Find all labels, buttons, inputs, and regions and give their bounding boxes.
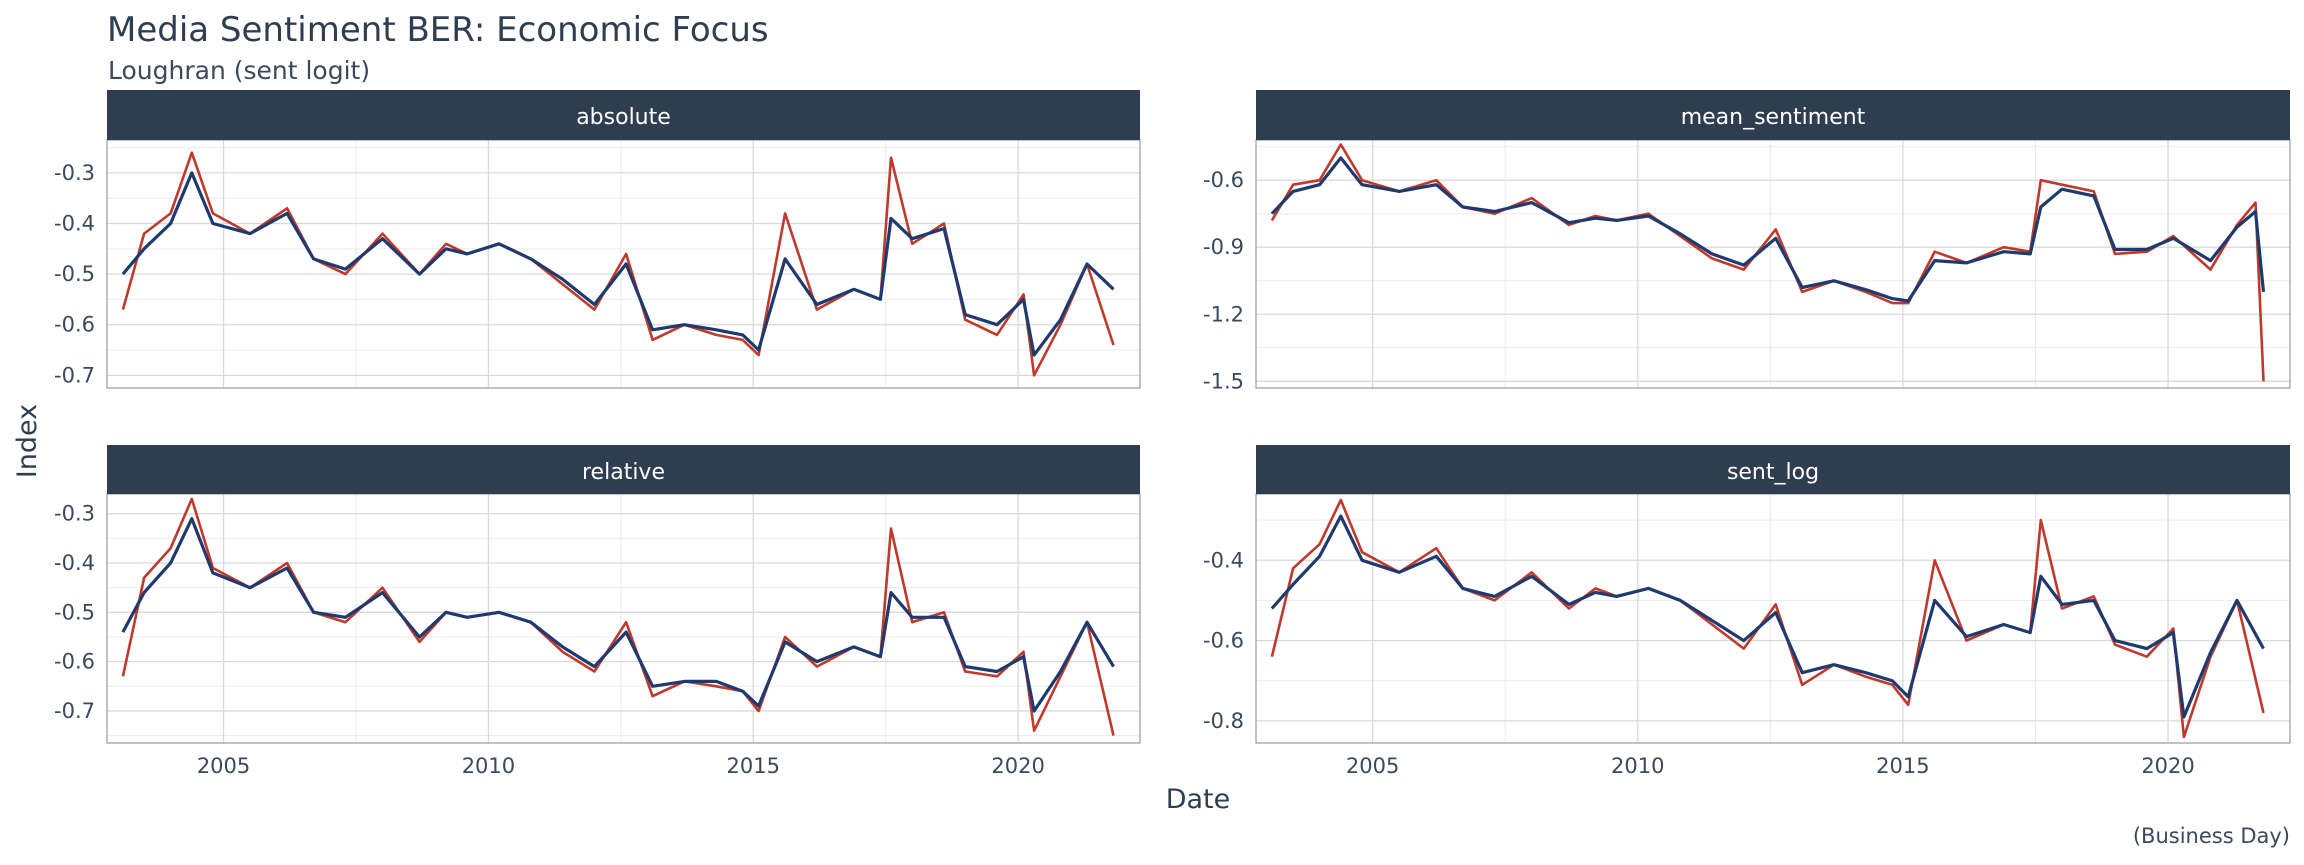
panel-relative-x-tick-label: 2010 xyxy=(462,754,515,778)
panel-mean-sentiment-strip xyxy=(1256,90,2290,140)
panel-absolute-strip xyxy=(107,90,1140,140)
panel-relative-series-1-line xyxy=(121,497,1115,736)
panel-sent-log-x-tick-label: 2020 xyxy=(2141,754,2194,778)
chart-subtitle: Loughran (sent logit) xyxy=(108,56,371,85)
panel-sent-log-y-tick-label: -0.8 xyxy=(1203,709,1244,733)
panel-absolute-strip-label: absolute xyxy=(576,105,671,130)
panel-mean-sentiment-y-tick-label: -1.2 xyxy=(1203,302,1244,326)
panel-mean-sentiment-series-2-line xyxy=(1270,156,2266,303)
panel-sent-log-x-tick-label: 2015 xyxy=(1876,754,1929,778)
panel-absolute-y-tick-label: -0.5 xyxy=(54,262,95,286)
panel-mean-sentiment-background xyxy=(1256,140,2290,388)
panel-relative-y-tick-label: -0.5 xyxy=(54,600,95,624)
panel-absolute-background xyxy=(107,140,1140,388)
panel-relative-y-tick-label: -0.4 xyxy=(54,551,95,575)
panel-relative-x-tick-label: 2005 xyxy=(197,754,250,778)
panel-sent-log-series-1-line xyxy=(1270,498,2265,739)
panel-relative-x-tick-label: 2015 xyxy=(727,754,780,778)
chart-title: Media Sentiment BER: Economic Focus xyxy=(107,10,769,50)
x-axis-title: Date xyxy=(1166,784,1231,815)
panel-sent-log-x-tick-label: 2005 xyxy=(1346,754,1399,778)
panel-relative-strip xyxy=(107,445,1140,494)
panel-relative-y-tick-label: -0.3 xyxy=(54,502,95,526)
panel-absolute-y-tick-label: -0.6 xyxy=(54,313,95,337)
chart-caption: (Business Day) xyxy=(2132,824,2290,848)
panel-sent-log-strip xyxy=(1256,445,2290,494)
panel-sent-log-x-tick-label: 2010 xyxy=(1611,754,1664,778)
panel-absolute-series-2-line xyxy=(121,171,1115,357)
panel-relative-series-2-line xyxy=(121,517,1115,713)
panel-relative-x-tick-label: 2020 xyxy=(991,754,1044,778)
panel-mean-sentiment-strip-label: mean_sentiment xyxy=(1681,105,1866,130)
panel-relative-y-tick-label: -0.7 xyxy=(54,699,95,723)
panel-mean-sentiment-y-tick-label: -0.6 xyxy=(1203,168,1244,192)
panel-sent-log-y-tick-label: -0.6 xyxy=(1203,629,1244,653)
panel-mean-sentiment-y-tick-label: -0.9 xyxy=(1203,235,1244,259)
panel-relative-background xyxy=(107,494,1140,743)
panel-sent-log-series-2-line xyxy=(1270,514,2265,719)
panel-absolute-series-1-line xyxy=(121,151,1115,377)
panel-sent-log-background xyxy=(1256,494,2290,743)
panel-absolute-y-tick-label: -0.7 xyxy=(54,363,95,387)
panel-mean-sentiment-y-tick-label: -1.5 xyxy=(1203,369,1244,393)
panel-sent-log-y-tick-label: -0.4 xyxy=(1203,548,1244,572)
panel-sent-log-strip-label: sent_log xyxy=(1727,460,1819,485)
panel-absolute-y-tick-label: -0.3 xyxy=(54,161,95,185)
panel-relative-y-tick-label: -0.6 xyxy=(54,650,95,674)
panel-mean-sentiment-series-1-line xyxy=(1270,143,2265,382)
y-axis-title: Index xyxy=(12,404,43,478)
panel-relative-strip-label: relative xyxy=(582,460,665,485)
panel-absolute-y-tick-label: -0.4 xyxy=(54,212,95,236)
